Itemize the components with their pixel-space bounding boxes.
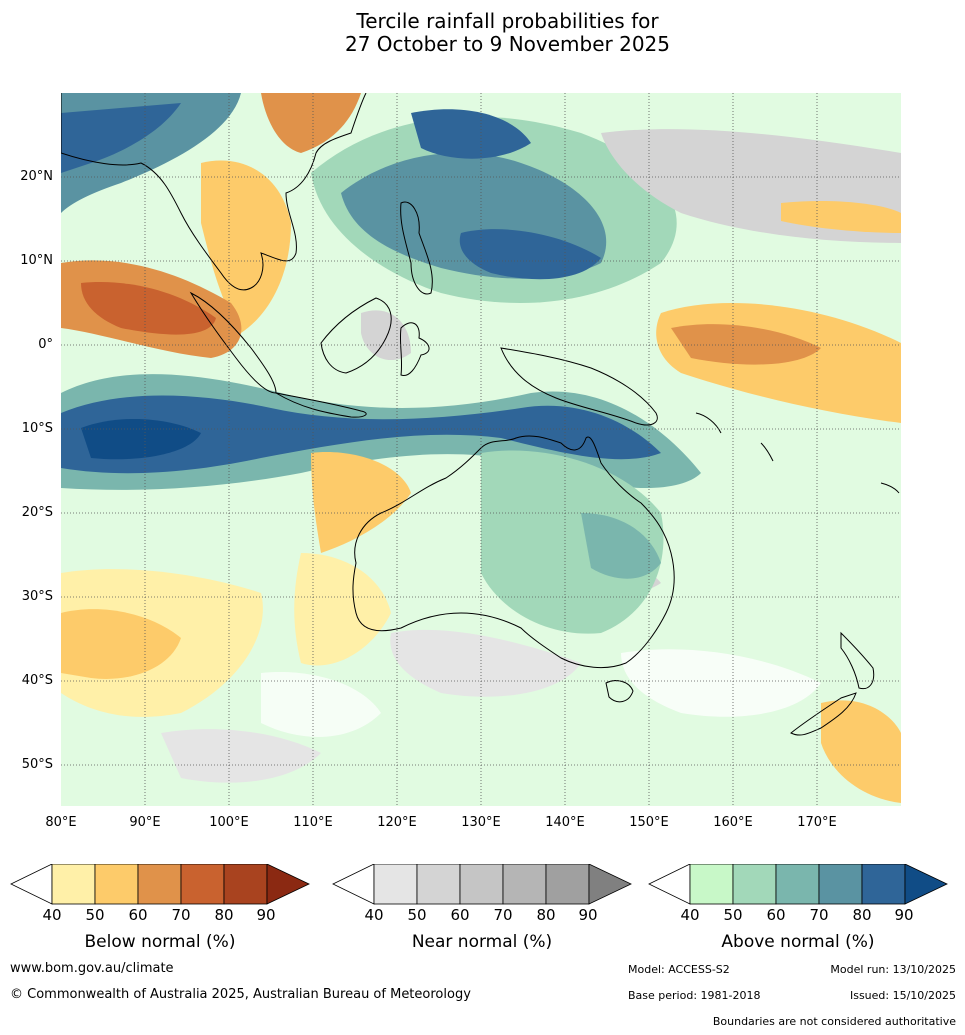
colorbar-above-normal (648, 864, 948, 905)
lat-label: 30°S (21, 589, 53, 604)
lon-label: 150°E (629, 815, 669, 830)
colorbar-extend-high (266, 864, 310, 905)
lon-label: 80°E (45, 815, 77, 830)
lon-label: 90°E (129, 815, 161, 830)
colorbar-below-label: Below normal (%) (84, 932, 236, 952)
issued-date: Issued: 15/10/2025 (849, 989, 956, 1002)
lat-label: 20°S (21, 505, 53, 520)
colorbar-tick: 40 (42, 906, 62, 924)
colorbar-swatch (223, 864, 268, 905)
lon-label: 140°E (545, 815, 585, 830)
colorbar-swatch (545, 864, 590, 905)
colorbar-tick: 60 (128, 906, 148, 924)
colorbar-swatch (689, 864, 734, 905)
colorbar-tick: 90 (256, 906, 276, 924)
colorbar-swatch (137, 864, 182, 905)
model-name: Model: ACCESS-S2 (628, 963, 730, 976)
lat-label: 50°S (21, 757, 53, 772)
colorbar-tick: 60 (766, 906, 786, 924)
lon-label: 110°E (293, 815, 333, 830)
lat-label: 40°S (21, 673, 53, 688)
graticule (61, 93, 901, 806)
copyright-text: © Commonwealth of Australia 2025, Austra… (10, 987, 471, 1002)
colorbar-extend-high (904, 864, 948, 905)
colorbar-swatch (94, 864, 139, 905)
lon-label: 170°E (797, 815, 837, 830)
colorbar-extend-low (332, 864, 375, 905)
colorbar-tick: 70 (493, 906, 513, 924)
map-canvas (61, 93, 901, 806)
colorbar-below-normal (10, 864, 310, 905)
colorbar-tick: 90 (578, 906, 598, 924)
colorbar-swatch (502, 864, 547, 905)
colorbar-above-label: Above normal (%) (721, 932, 875, 952)
colorbar-tick: 90 (894, 906, 914, 924)
rainfall-probability-map (61, 93, 901, 806)
colorbar-swatch (416, 864, 461, 905)
colorbar-swatch (373, 864, 418, 905)
colorbar-near-normal (332, 864, 632, 905)
lat-label: 20°N (20, 169, 53, 184)
boundaries-disclaimer: Boundaries are not considered authoritat… (712, 1015, 956, 1028)
lon-label: 160°E (713, 815, 753, 830)
colorbar-tick: 40 (364, 906, 384, 924)
model-run-date: Model run: 13/10/2025 (830, 963, 956, 976)
title-line-1: Tercile rainfall probabilities for (356, 9, 659, 33)
colorbar-tick: 80 (852, 906, 872, 924)
map-title: Tercile rainfall probabilities for 27 Oc… (0, 10, 965, 56)
lon-label: 130°E (461, 815, 501, 830)
colorbar-tick: 80 (214, 906, 234, 924)
colorbar-tick: 50 (407, 906, 427, 924)
colorbar-tick: 50 (85, 906, 105, 924)
colorbar-swatch (861, 864, 906, 905)
colorbar-swatch (732, 864, 777, 905)
colorbar-tick: 70 (809, 906, 829, 924)
colorbar-tick: 80 (536, 906, 556, 924)
colorbar-tick: 70 (171, 906, 191, 924)
colorbar-extend-high (588, 864, 632, 905)
lon-label: 120°E (377, 815, 417, 830)
lat-label: 10°N (20, 253, 53, 268)
title-line-2: 27 October to 9 November 2025 (344, 32, 671, 56)
colorbar-tick: 50 (723, 906, 743, 924)
colorbar-swatch (775, 864, 820, 905)
website-link[interactable]: www.bom.gov.au/climate (10, 961, 174, 976)
colorbar-swatch (818, 864, 863, 905)
colorbar-extend-low (10, 864, 53, 905)
colorbar-swatch (459, 864, 504, 905)
colorbar-tick: 40 (680, 906, 700, 924)
colorbar-extend-low (648, 864, 691, 905)
lat-label: 10°S (21, 421, 53, 436)
colorbar-near-label: Near normal (%) (411, 932, 553, 952)
colorbar-swatch (51, 864, 96, 905)
colorbar-tick: 60 (450, 906, 470, 924)
colorbar-swatch (180, 864, 225, 905)
lon-label: 100°E (209, 815, 249, 830)
lat-label: 0° (38, 337, 53, 352)
base-period: Base period: 1981-2018 (628, 989, 761, 1002)
